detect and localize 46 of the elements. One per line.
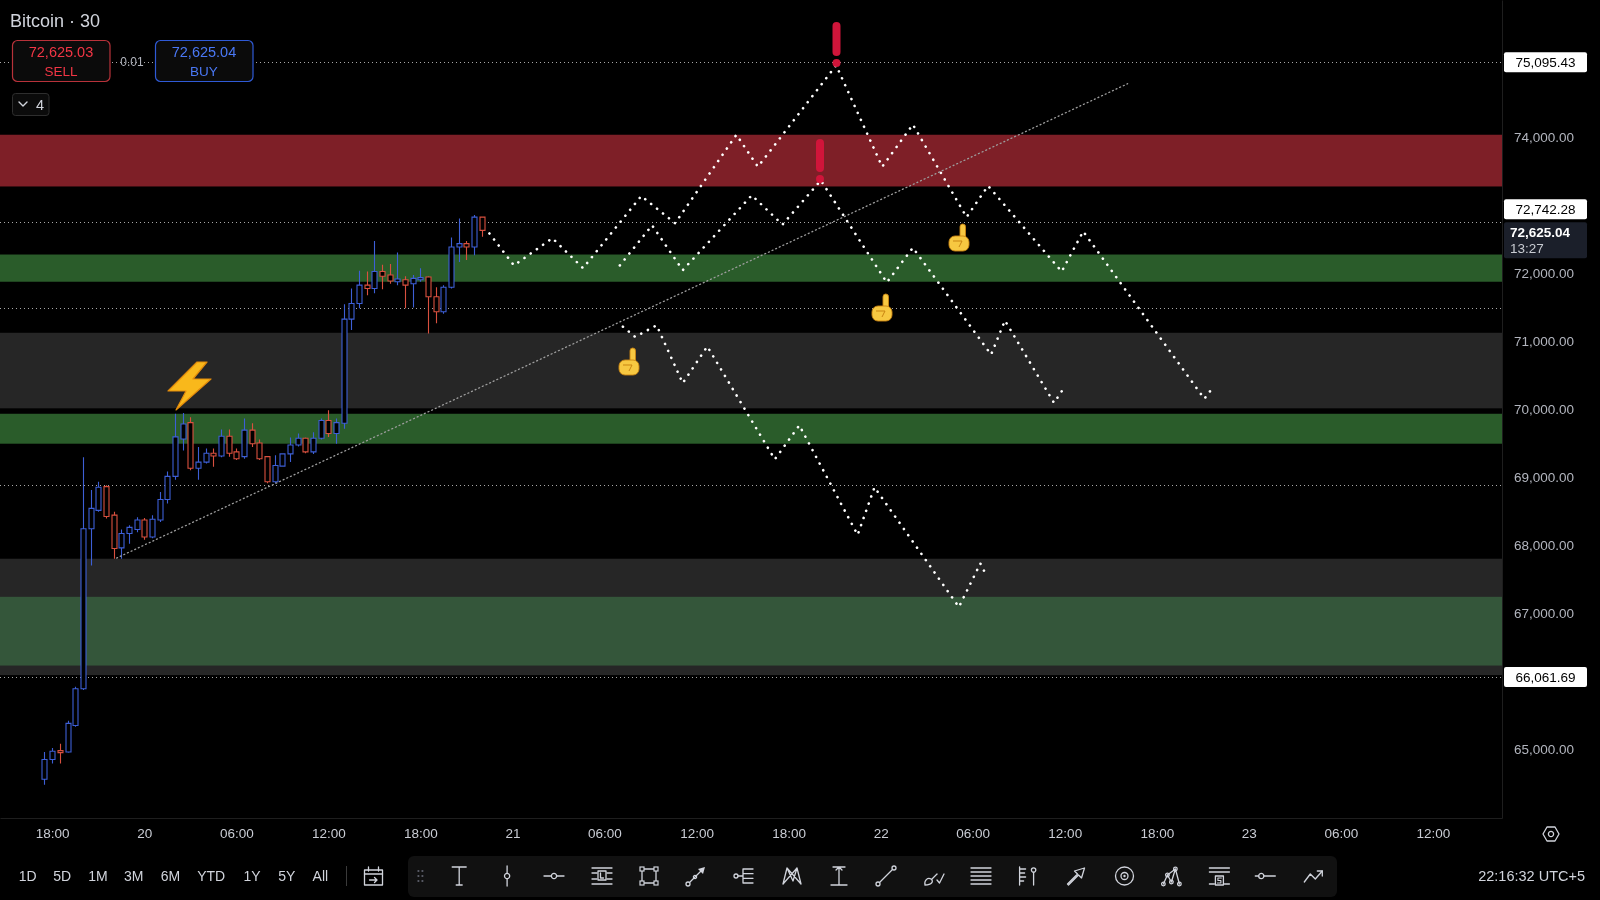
text: 1Y [243,868,262,884]
text: All [312,868,329,884]
x-tick-label: 06:00 [588,825,622,841]
x-tick-label: 22 [873,825,889,841]
x-tick-label: 12:00 [1416,825,1451,841]
y-tick-label: 71,000.00 [1514,333,1575,349]
x-tick-label: 18:00 [35,825,70,841]
y-tick-label: 65,000.00 [1514,742,1575,758]
y-tick-label: 70,000.00 [1514,401,1575,417]
ref-line-label: 72,742.28 [1515,202,1576,218]
text: 1M [88,868,108,884]
text: 13:27 [1510,241,1544,257]
text: 1D [18,868,37,884]
y-tick-label: 72,000.00 [1514,265,1575,281]
ref-line-label: 66,061.69 [1515,670,1576,686]
annotation: 72,625.03 [28,44,94,60]
x-tick-label: 06:00 [1324,825,1359,841]
text: 3M [123,868,144,884]
y-tick-label: 68,000.00 [1514,537,1575,553]
text: 72,625.04 [1510,224,1571,240]
x-tick-label: 12:00 [311,825,346,841]
annotation: 0.01 [120,54,144,69]
x-tick-label: 06:00 [219,825,254,841]
x-tick-label: 18:00 [772,825,806,841]
x-tick-label: 18:00 [403,825,438,841]
y-tick-label: 74,000.00 [1514,129,1575,145]
x-tick-label: 23 [1241,825,1257,841]
text: YTD [197,868,226,884]
annotation: 72,625.04 [171,44,237,60]
y-tick-label: 67,000.00 [1514,605,1575,621]
x-tick-label: 20 [137,825,153,841]
ref-line-label: 75,095.43 [1515,55,1576,71]
x-tick-label: 21 [505,825,521,841]
x-tick-label: 06:00 [956,825,991,841]
text: 22:16:32 UTC+5 [1478,868,1585,884]
y-tick-label: 69,000.00 [1514,469,1575,485]
text: 5D [53,868,72,884]
x-tick-label: 12:00 [680,825,714,841]
x-tick-label: 18:00 [1140,825,1175,841]
x-tick-label: 12:00 [1048,825,1083,841]
annotation: 4 [35,96,45,113]
text: 5Y [278,868,296,884]
annotation: SELL [44,63,78,79]
annotation: BUY [190,63,218,79]
text: 6M [160,868,181,884]
text: Bitcoin · 30 [10,11,101,31]
